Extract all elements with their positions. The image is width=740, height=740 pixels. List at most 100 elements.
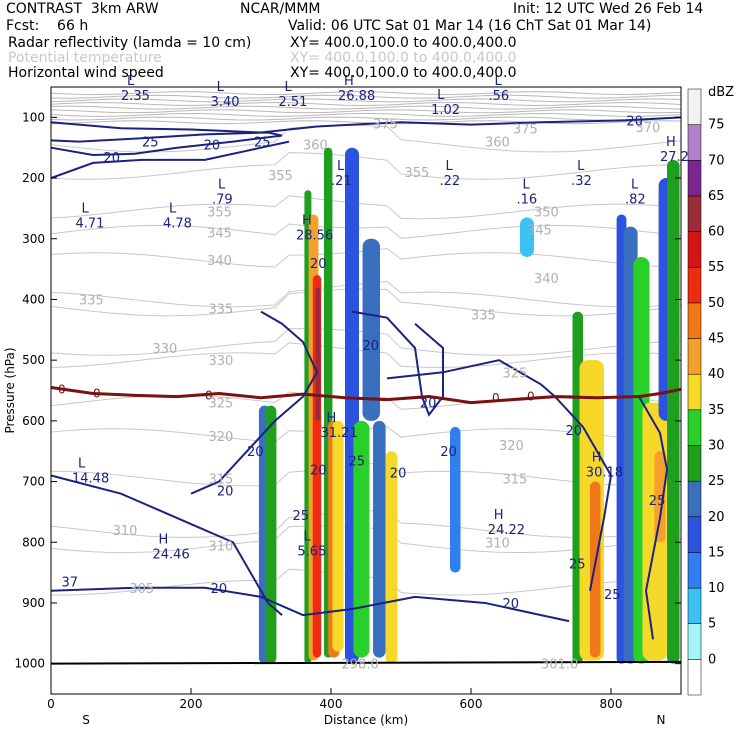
colorbar-unit: dBZ [708,85,734,100]
extremum-value: .32 [571,174,592,189]
wind-contour [638,396,669,640]
plot-frame [50,86,682,695]
colorbar-swatch [687,587,702,624]
y-tick-label: 100 [22,110,45,124]
colorbar-label: 55 [708,260,725,275]
colorbar-label: 75 [708,118,725,133]
y-tick-label: 300 [22,232,45,246]
colorbar-label: 20 [708,510,725,525]
x-tick-label: 200 [180,697,203,711]
theta-label: 320 [499,439,524,454]
extremum-value: 28.56 [296,229,333,244]
theta-label: 310 [113,524,138,539]
colorbar-label: 50 [708,296,725,311]
x-tick-label: 400 [320,697,343,711]
extremum-kind: L [169,202,177,217]
colorbar-swatch [687,623,702,660]
extremum-value: 2.51 [279,95,308,110]
theta-label: 375 [513,122,538,137]
theta-label: 355 [405,166,430,181]
x-axis-start-label: S [82,713,90,727]
wind-label: 20 [104,151,121,166]
theta-contour [50,116,682,121]
theta-contour [50,223,682,239]
y-tick-label: 500 [22,353,45,367]
wind-label: 20 [503,597,520,612]
colorbar-label: 30 [708,438,725,453]
colorbar-label: 70 [708,153,725,168]
forecast-hour: Fcst: 66 h [6,18,89,34]
colorbar-label: 5 [708,617,716,632]
extremum-kind: L [577,159,585,174]
extremum-kind: H [344,74,354,89]
x-tick-label: 800 [600,697,623,711]
freezing-level-line [50,385,682,405]
extremum-kind: L [631,177,639,192]
theta-label: 360 [303,139,328,154]
colorbar-label: 25 [708,474,725,489]
wind-label: 20 [310,257,327,272]
colorbar: 0 5 10 15 20 25 30 35 40 45 50 55 60 65 70 75 dBZ [687,85,734,696]
extremum-kind: H [327,411,337,426]
wind-label: 25 [349,454,366,469]
theta-label: 298.0 [342,658,379,673]
extremum-value: 5.65 [297,544,326,559]
theta-label: 330 [209,354,234,369]
extremum-kind: H [302,214,312,229]
colorbar-label: 0 [708,652,716,667]
reflectivity-cell [654,451,666,543]
theta-label: 335 [79,293,104,308]
theta-contour [50,195,682,220]
extremum-value: 30.18 [586,465,623,480]
wind-label: 37 [62,576,79,591]
colorbar-swatch [687,302,702,339]
freezing-level-label: 0 [492,391,500,405]
wind-label: 25 [604,588,621,603]
wind-contour [50,586,570,623]
wind-label: 20 [566,424,583,439]
extremum-kind: L [218,177,226,192]
y-tick-label: 900 [22,596,45,610]
theta-label: 355 [268,169,293,184]
y-tick-label: 400 [22,292,45,306]
x-axis: 0 200 400 600 800 Distance (km) S N [47,688,665,727]
theta-label: 345 [207,227,232,242]
reflectivity-cell [265,405,277,664]
extremum-value: 2.35 [121,89,150,104]
field-name: Potential temperature [8,50,162,66]
freezing-level-label: 0 [93,387,101,401]
theta-label: 320 [209,430,234,445]
colorbar-label: 40 [708,367,725,382]
reflectivity-cell [667,159,680,664]
wind-label: 25 [254,136,271,151]
colorbar-swatch [687,231,702,268]
extremum-kind: L [285,80,293,95]
extremum-value: 4.71 [76,217,105,232]
wind-label: 20 [217,485,234,500]
extremum-kind: L [82,202,90,217]
field-name: Radar reflectivity (lamda = 10 cm) [8,35,252,51]
field-xy: XY= 400.0,100.0 to 400.0,400.0 [290,65,517,81]
theta-label: 330 [153,342,178,357]
wind-contour [50,474,283,616]
y-axis: 1002003004005006007008009001000Pressure … [3,110,681,671]
theta-label: 335 [471,309,496,324]
field-xy: XY= 400.0,100.0 to 400.0,400.0 [290,35,517,51]
extremum-value: 31.21 [321,426,358,441]
y-tick-label: 600 [22,414,45,428]
wind-label: 25 [142,136,159,151]
theta-contours-upper [50,91,682,125]
wind-label: 20 [211,582,228,597]
extremum-value: 24.22 [488,523,525,538]
extremum-value: 26.88 [338,89,375,104]
extremum-kind: H [494,508,504,523]
theta-contour [50,120,682,125]
reflectivity-cell [332,420,344,652]
extremum-kind: L [523,177,531,192]
reflectivity-cell [362,238,380,421]
extremum-value: .79 [212,192,233,207]
x-tick-label: 600 [460,697,483,711]
theta-label: 305 [129,582,154,597]
colorbar-swatch [687,124,702,161]
